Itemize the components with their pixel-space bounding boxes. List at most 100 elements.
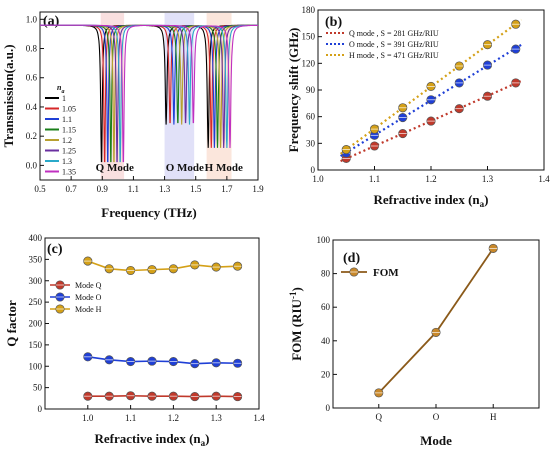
y-tick-label: 0 bbox=[311, 165, 316, 175]
legend-label: FOM bbox=[373, 267, 399, 279]
panel-c-frame bbox=[44, 237, 260, 410]
series-0 bbox=[340, 78, 522, 163]
panel-d-series bbox=[374, 243, 498, 398]
y-tick-label: 0.0 bbox=[26, 160, 38, 170]
panel-c-series bbox=[83, 256, 243, 402]
y-tick-label: 0.4 bbox=[26, 102, 38, 112]
panel-a-legend: na1 1.051.1 1.151.2 1.251.3 1.35 bbox=[45, 83, 76, 177]
panel-a-curves bbox=[40, 24, 258, 163]
panel-b-y-axis-label: Frequency shift (GHz) bbox=[286, 28, 301, 153]
panel-a-y-axis-label: Transmission(a.u.) bbox=[1, 44, 16, 147]
x-tick-label: O bbox=[433, 412, 440, 422]
x-tick-label: 1.7 bbox=[221, 184, 233, 194]
y-tick-label: 200 bbox=[29, 319, 43, 329]
panel-b-x-axis-label: Refractive index (na) bbox=[374, 192, 489, 209]
y-tick-label: 60 bbox=[321, 302, 331, 312]
panel-d-ticks: Q O H 0 20 40 60 80 100 bbox=[317, 235, 497, 422]
x-tick-label: 0.7 bbox=[66, 184, 78, 194]
x-tick-label: 1.2 bbox=[168, 413, 179, 423]
panel-c-legend: Mode Q Mode O Mode H bbox=[50, 280, 102, 314]
mode-label: O Mode bbox=[166, 162, 204, 174]
legend-label: 1.15 bbox=[62, 126, 76, 135]
panel-b-tag: (b) bbox=[325, 15, 342, 30]
x-tick-label: 1.5 bbox=[190, 184, 202, 194]
legend-label: Mode Q bbox=[75, 281, 102, 290]
panel-b: (b) Refractive index (na) Frequency shif… bbox=[286, 5, 550, 209]
x-tick-label: 1.0 bbox=[82, 413, 94, 423]
x-tick-label: H bbox=[490, 412, 497, 422]
panel-c-ticks: 1.0 1.1 1.2 1.3 1.4 0 50 100 150 200 250 300 350 400 bbox=[29, 233, 266, 423]
series-2 bbox=[83, 256, 243, 276]
legend-label: H mode , S = 471 GHz/RIU bbox=[349, 51, 439, 60]
legend-label: Mode O bbox=[75, 293, 102, 302]
y-tick-label: 20 bbox=[321, 369, 331, 379]
panel-c-y-axis-label: Q factor bbox=[4, 300, 19, 347]
transmission-curve bbox=[40, 24, 258, 163]
legend-title: na bbox=[57, 83, 64, 95]
y-tick-label: 0.8 bbox=[26, 44, 38, 54]
panel-a: (a) Frequency (THz) Transmission(a.u.) 0… bbox=[1, 11, 264, 220]
y-tick-label: 100 bbox=[317, 235, 331, 245]
y-tick-label: 250 bbox=[29, 297, 43, 307]
panel-a-x-axis-label: Frequency (THz) bbox=[101, 205, 196, 220]
y-tick-label: 90 bbox=[306, 85, 316, 95]
panel-d: (d) Mode FOM (RIU-1) Q O H 0 20 40 60 80 100 FOM bbox=[288, 235, 540, 448]
x-tick-label: 0.9 bbox=[97, 184, 109, 194]
x-tick-label: 1.1 bbox=[128, 184, 139, 194]
legend-label: Q mode , S = 281 GHz/RIU bbox=[349, 29, 439, 38]
panel-a-tag: (a) bbox=[43, 14, 60, 29]
panel-c-tag: (c) bbox=[47, 242, 63, 257]
legend-label: 1.35 bbox=[62, 168, 76, 177]
mode-label: H Mode bbox=[205, 162, 243, 174]
panel-d-legend: FOM bbox=[341, 267, 399, 279]
y-tick-label: 0 bbox=[326, 403, 331, 413]
panel-a-mode-labels: Q Mode O Mode H Mode bbox=[96, 162, 243, 174]
series-1 bbox=[83, 352, 243, 369]
y-tick-label: 0.6 bbox=[26, 73, 38, 83]
series-0 bbox=[374, 243, 498, 398]
series-0 bbox=[83, 391, 243, 402]
panel-a-frame bbox=[39, 11, 259, 181]
y-tick-label: 0.2 bbox=[26, 131, 37, 141]
legend-label: Mode H bbox=[75, 305, 102, 314]
y-tick-label: 350 bbox=[29, 254, 43, 264]
x-tick-label: 1.2 bbox=[425, 174, 436, 184]
y-tick-label: 0 bbox=[38, 404, 43, 414]
series-2 bbox=[339, 18, 523, 155]
legend-label: 1.2 bbox=[62, 136, 72, 145]
legend-label: 1.05 bbox=[62, 105, 76, 114]
legend-label: 1 bbox=[62, 94, 66, 103]
x-tick-label: 1.1 bbox=[125, 413, 136, 423]
x-tick-label: 0.5 bbox=[34, 184, 46, 194]
panel-d-tag: (d) bbox=[343, 251, 360, 266]
x-tick-label: Q bbox=[376, 412, 383, 422]
panel-b-legend: Q mode , S = 281 GHz/RIU O mode , S = 391… bbox=[326, 29, 439, 60]
panel-d-frame bbox=[332, 239, 540, 409]
y-tick-label: 30 bbox=[306, 138, 316, 148]
panel-b-series bbox=[339, 18, 523, 163]
x-tick-label: 1.4 bbox=[538, 174, 550, 184]
x-tick-label: 1.0 bbox=[312, 174, 324, 184]
legend-label: 1.3 bbox=[62, 157, 72, 166]
panel-d-x-axis-label: Mode bbox=[420, 433, 452, 448]
x-tick-label: 1.3 bbox=[482, 174, 494, 184]
panel-c: (c) Refractive index (na) Q factor 1.0 1.… bbox=[4, 233, 265, 448]
panel-a-ticks: 0.5 0.7 0.9 1.1 1.3 1.5 1.7 1.9 0.0 0.2 0.4 0.6 0.8 1… bbox=[26, 14, 264, 194]
x-tick-label: 1.3 bbox=[159, 184, 171, 194]
x-tick-label: 1.1 bbox=[369, 174, 380, 184]
y-tick-label: 80 bbox=[321, 269, 331, 279]
y-tick-label: 150 bbox=[302, 32, 316, 42]
panel-b-ticks: 1.0 1.1 1.2 1.3 1.4 0 30 60 90 120 150 180 bbox=[302, 5, 550, 184]
y-tick-label: 100 bbox=[29, 361, 43, 371]
panel-c-x-axis-label: Refractive index (na) bbox=[95, 431, 210, 448]
y-tick-label: 120 bbox=[302, 58, 316, 68]
panel-d-y-axis-label: FOM (RIU-1) bbox=[288, 287, 304, 361]
x-tick-label: 1.3 bbox=[211, 413, 223, 423]
y-tick-label: 60 bbox=[306, 112, 316, 122]
legend-label: 1.1 bbox=[62, 115, 72, 124]
y-tick-label: 50 bbox=[33, 383, 43, 393]
y-tick-label: 1.0 bbox=[26, 14, 38, 24]
y-tick-label: 300 bbox=[29, 276, 43, 286]
y-tick-label: 40 bbox=[321, 336, 331, 346]
x-tick-label: 1.4 bbox=[253, 413, 265, 423]
